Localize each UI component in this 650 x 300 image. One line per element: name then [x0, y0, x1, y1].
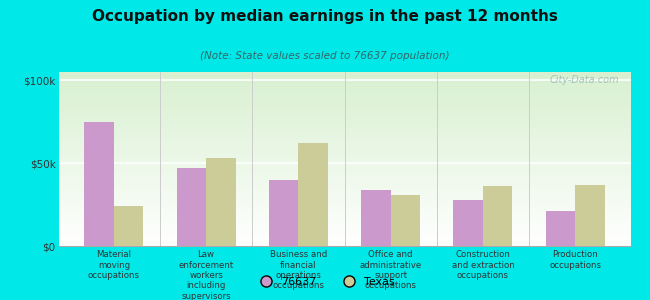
Bar [298, 143, 328, 246]
Bar [177, 168, 206, 246]
Bar [391, 195, 420, 246]
Text: City-Data.com: City-Data.com [549, 76, 619, 85]
Bar [84, 122, 114, 246]
Bar [453, 200, 483, 246]
Text: Occupation by median earnings in the past 12 months: Occupation by median earnings in the pas… [92, 9, 558, 24]
Bar [361, 190, 391, 246]
Bar [483, 186, 512, 246]
Legend: 76637, Texas: 76637, Texas [251, 273, 399, 291]
Bar [206, 158, 236, 246]
Bar [545, 211, 575, 246]
Bar [114, 206, 144, 246]
Bar [269, 180, 298, 246]
Bar [575, 185, 604, 246]
Text: (Note: State values scaled to 76637 population): (Note: State values scaled to 76637 popu… [200, 51, 450, 61]
